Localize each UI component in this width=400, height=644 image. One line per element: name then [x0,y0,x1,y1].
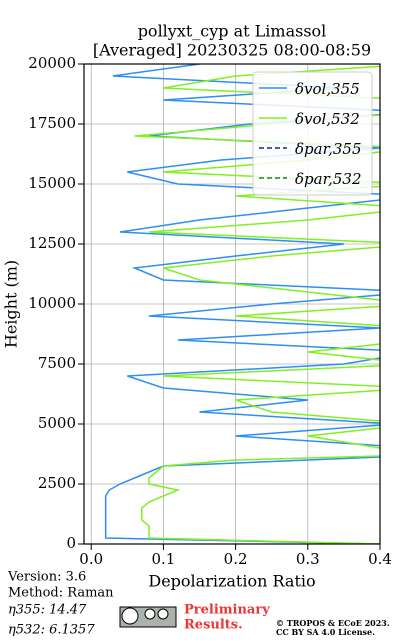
legend-label: δvol,355 [295,80,360,98]
y-tick-label: 5000 [38,414,76,432]
method: Method: Raman [8,586,114,601]
x-tick-label: 0.2 [224,550,248,568]
eta532: η532: 6.1357 [8,623,95,638]
y-axis-label: Height (m) [2,260,21,348]
chart-title: pollyxt_cyp at Limassol [138,22,327,41]
y-tick-label: 20000 [28,54,76,72]
plot-area: 0.0 0.1 0.2 0.3 0.4 0 2500 5000 7500 10000 12500 15… [28,54,392,568]
chart-subtitle: [Averaged] 20230325 08:00-08:59 [93,41,371,60]
x-axis-label: Depolarization Ratio [148,572,315,591]
copyright: © TROPOS & ECoE 2023. [276,618,390,628]
y-tick-label: 0 [66,534,76,552]
y-tick-label: 10000 [28,294,76,312]
profile-line [104,64,380,544]
x-tick-label: 0.4 [368,550,392,568]
y-tick-label: 17500 [28,114,76,132]
y-tick-label: 2500 [38,474,76,492]
legend-label: δpar,355 [295,140,362,158]
y-tick-label: 15000 [28,174,76,192]
preliminary: Preliminary [184,603,270,618]
legend-box [252,71,373,196]
x-tick-label: 0.1 [151,550,175,568]
license: CC BY SA 4.0 License. [276,627,375,637]
x-tick-label: 0.3 [296,550,320,568]
cc-badge [119,606,177,628]
legend-label: δpar,532 [295,170,362,188]
y-tick-label: 12500 [28,234,76,252]
results: Results. [184,618,243,633]
eta355: η355: 14.47 [8,603,87,618]
plot-frame [83,63,381,545]
legend-label: δvol,532 [295,110,360,128]
version: Version: 3.6 [7,570,86,585]
y-tick-label: 7500 [38,354,76,372]
x-tick-label: 0.0 [79,550,103,568]
